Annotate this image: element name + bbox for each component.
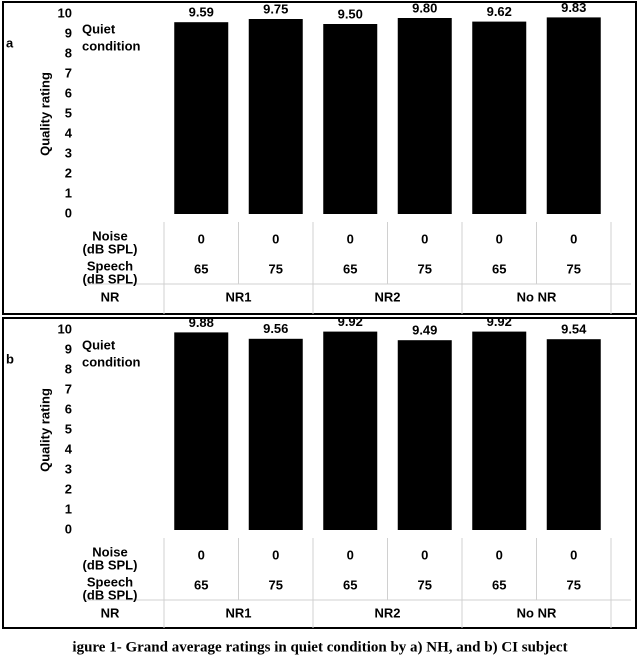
value-label: 9.56 (263, 321, 288, 336)
annotation: condition (82, 354, 141, 369)
value-label: 9.92 (487, 314, 512, 329)
cell: 0 (198, 231, 205, 246)
row-unit: (dB SPL) (83, 271, 138, 286)
y-tick-label: 5 (65, 105, 72, 120)
group-label: No NR (517, 289, 557, 304)
y-tick-label: 6 (65, 85, 72, 100)
value-label: 9.49 (412, 323, 437, 338)
panel-label: a (6, 35, 14, 50)
bar (472, 21, 527, 214)
panel-frame (2, 317, 637, 629)
cell: 65 (194, 577, 208, 592)
bar (323, 331, 378, 530)
y-tick-label: 8 (65, 45, 72, 60)
y-tick-label: 10 (58, 321, 72, 336)
row-unit: (dB SPL) (83, 587, 138, 602)
bar (174, 332, 229, 530)
cell: 75 (418, 577, 432, 592)
cell: 75 (269, 261, 283, 276)
cell: 75 (269, 577, 283, 592)
y-tick-label: 1 (65, 501, 72, 516)
cell: 65 (343, 261, 357, 276)
row-label: NR (101, 289, 120, 304)
value-label: 9.92 (338, 314, 363, 329)
row-unit: (dB SPL) (83, 241, 138, 256)
cell: 0 (421, 547, 428, 562)
row-label: Speech (87, 574, 133, 589)
panel-frame (2, 1, 637, 315)
y-tick-label: 0 (65, 521, 72, 536)
annotation: condition (82, 38, 141, 53)
annotation: Quiet (82, 21, 116, 36)
row-unit: (dB SPL) (83, 557, 138, 572)
y-tick-label: 8 (65, 361, 72, 376)
y-tick-label: 4 (65, 441, 73, 456)
bar (323, 24, 378, 214)
y-tick-label: 0 (65, 205, 72, 220)
caption: igure 1- Grand average ratings in quiet … (72, 639, 567, 655)
y-axis-label: Quality rating (37, 388, 52, 472)
group-label: NR2 (374, 605, 400, 620)
value-label: 9.80 (412, 0, 437, 15)
row-label: Noise (92, 544, 127, 559)
cell: 75 (567, 577, 581, 592)
cell: 75 (418, 261, 432, 276)
row-label: Speech (87, 258, 133, 273)
row-label: Noise (92, 228, 127, 243)
cell: 0 (198, 547, 205, 562)
y-tick-label: 7 (65, 381, 72, 396)
cell: 0 (347, 231, 354, 246)
cell: 0 (272, 547, 279, 562)
bar (546, 339, 601, 530)
cell: 65 (492, 577, 506, 592)
bar (546, 17, 601, 215)
group-label: No NR (517, 605, 557, 620)
value-label: 9.75 (263, 1, 288, 16)
bar (472, 331, 527, 530)
cell: 65 (492, 261, 506, 276)
cell: 0 (496, 547, 503, 562)
y-tick-label: 7 (65, 65, 72, 80)
y-tick-label: 9 (65, 25, 72, 40)
y-axis-label: Quality rating (37, 72, 52, 156)
cell: 0 (272, 231, 279, 246)
y-tick-label: 9 (65, 341, 72, 356)
value-label: 9.83 (561, 0, 586, 15)
y-tick-label: 1 (65, 185, 72, 200)
row-label: NR (101, 605, 120, 620)
value-label: 9.88 (189, 315, 214, 330)
bar (397, 18, 452, 214)
group-label: NR1 (225, 605, 251, 620)
value-label: 9.50 (338, 6, 363, 21)
y-tick-label: 6 (65, 401, 72, 416)
value-label: 9.59 (189, 5, 214, 20)
value-label: 9.62 (487, 4, 512, 19)
cell: 75 (567, 261, 581, 276)
bar (397, 340, 452, 530)
cell: 65 (343, 577, 357, 592)
value-label: 9.54 (561, 322, 587, 337)
y-tick-label: 2 (65, 165, 72, 180)
panel-label: b (6, 351, 14, 366)
cell: 65 (194, 261, 208, 276)
y-tick-label: 10 (58, 5, 72, 20)
group-label: NR2 (374, 289, 400, 304)
bar (248, 19, 303, 214)
cell: 0 (570, 547, 577, 562)
cell: 0 (347, 547, 354, 562)
cell: 0 (496, 231, 503, 246)
cell: 0 (570, 231, 577, 246)
bar (174, 22, 229, 215)
y-tick-label: 3 (65, 461, 72, 476)
annotation: Quiet (82, 337, 116, 352)
group-label: NR1 (225, 289, 251, 304)
y-tick-label: 4 (65, 125, 73, 140)
y-tick-label: 5 (65, 421, 72, 436)
bar (248, 338, 303, 530)
cell: 0 (421, 231, 428, 246)
y-tick-label: 2 (65, 481, 72, 496)
y-tick-label: 3 (65, 145, 72, 160)
